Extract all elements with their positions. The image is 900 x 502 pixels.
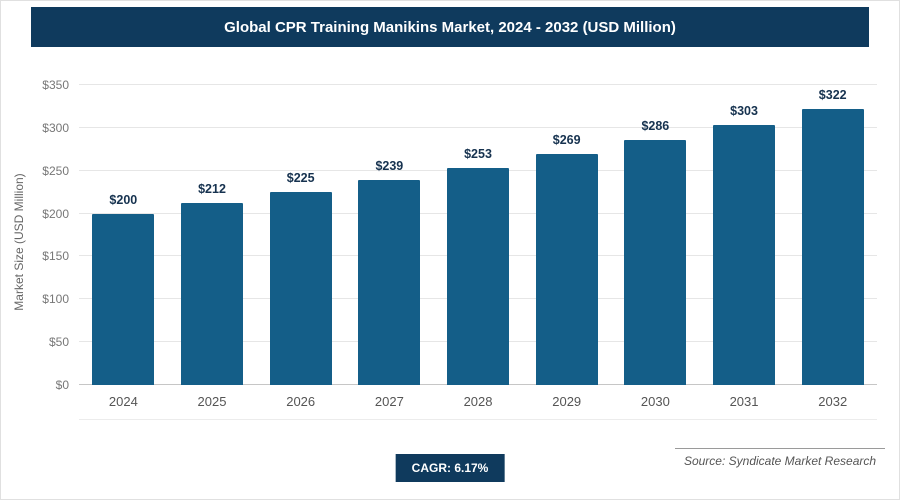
bar-group: $225 bbox=[256, 85, 345, 385]
bar-group: $239 bbox=[345, 85, 434, 385]
y-tick-label: $250 bbox=[42, 163, 69, 178]
bar-value-label: $303 bbox=[730, 104, 758, 119]
bar-group: $286 bbox=[611, 85, 700, 385]
chart-title: Global CPR Training Manikins Market, 202… bbox=[224, 18, 676, 36]
bar bbox=[358, 180, 421, 385]
x-tick-label: 2027 bbox=[374, 394, 404, 409]
bar bbox=[181, 203, 243, 385]
bar-group: $253 bbox=[434, 85, 523, 385]
bar bbox=[447, 168, 510, 385]
bar-group: $212 bbox=[168, 85, 257, 385]
y-gridline bbox=[79, 84, 877, 85]
y-gridline bbox=[79, 126, 877, 128]
bar-chart: Market Size (USD Million) $0 $50 $100 $150 $… bbox=[1, 78, 899, 420]
bar-group: $200 bbox=[79, 85, 168, 385]
y-tick-label: $100 bbox=[42, 292, 69, 307]
y-tick-label: $300 bbox=[42, 120, 69, 135]
plot-area: $0 $50 $100 $150 $200 $250 $300 $350 $200 $212 $22… bbox=[42, 78, 877, 392]
source-text: Source: Syndicate Market Research bbox=[675, 448, 885, 468]
bar-value-label: $200 bbox=[109, 192, 138, 207]
bar bbox=[801, 109, 864, 385]
x-axis-labels: 2024 2025 2026 2027 2028 2029 2030 2031 2032 bbox=[79, 385, 877, 420]
bar bbox=[624, 139, 687, 385]
bars-row: $200 $212 $225 $239 $253 $269 $286 $303 $322 bbox=[79, 85, 877, 385]
x-tick-label: 2030 bbox=[640, 394, 670, 409]
y-tick-label: $50 bbox=[48, 335, 69, 350]
bar-group: $303 bbox=[700, 85, 789, 385]
bar-group: $269 bbox=[522, 85, 611, 385]
bar bbox=[269, 192, 332, 385]
cagr-badge: CAGR: 6.17% bbox=[395, 454, 505, 482]
chart-footer: CAGR: 6.17% Source: Syndicate Market Res… bbox=[1, 446, 899, 502]
y-tick-label: $200 bbox=[42, 206, 69, 221]
bar-value-label: $212 bbox=[198, 182, 226, 197]
y-tick-label: $0 bbox=[55, 378, 69, 392]
bar-value-label: $322 bbox=[818, 88, 847, 102]
y-tick-label: $350 bbox=[42, 78, 69, 92]
bar bbox=[535, 154, 598, 385]
bar bbox=[713, 125, 776, 385]
x-tick-label: 2025 bbox=[197, 394, 227, 409]
x-tick-label: 2031 bbox=[729, 394, 759, 409]
x-tick-label: 2026 bbox=[286, 394, 316, 409]
bar-value-label: $225 bbox=[286, 171, 315, 186]
x-tick-label: 2029 bbox=[552, 394, 582, 409]
chart-title-bar: Global CPR Training Manikins Market, 202… bbox=[31, 7, 869, 47]
bar-value-label: $269 bbox=[552, 133, 581, 148]
bar-value-label: $253 bbox=[464, 147, 492, 162]
x-tick-label: 2024 bbox=[108, 394, 138, 409]
bar-value-label: $239 bbox=[375, 159, 404, 174]
y-tick-label: $150 bbox=[42, 249, 69, 264]
bar-group: $322 bbox=[788, 85, 877, 385]
x-tick-label: 2032 bbox=[818, 394, 848, 409]
bar bbox=[92, 213, 155, 385]
x-tick-label: 2028 bbox=[463, 394, 493, 409]
bar-value-label: $286 bbox=[641, 118, 670, 133]
